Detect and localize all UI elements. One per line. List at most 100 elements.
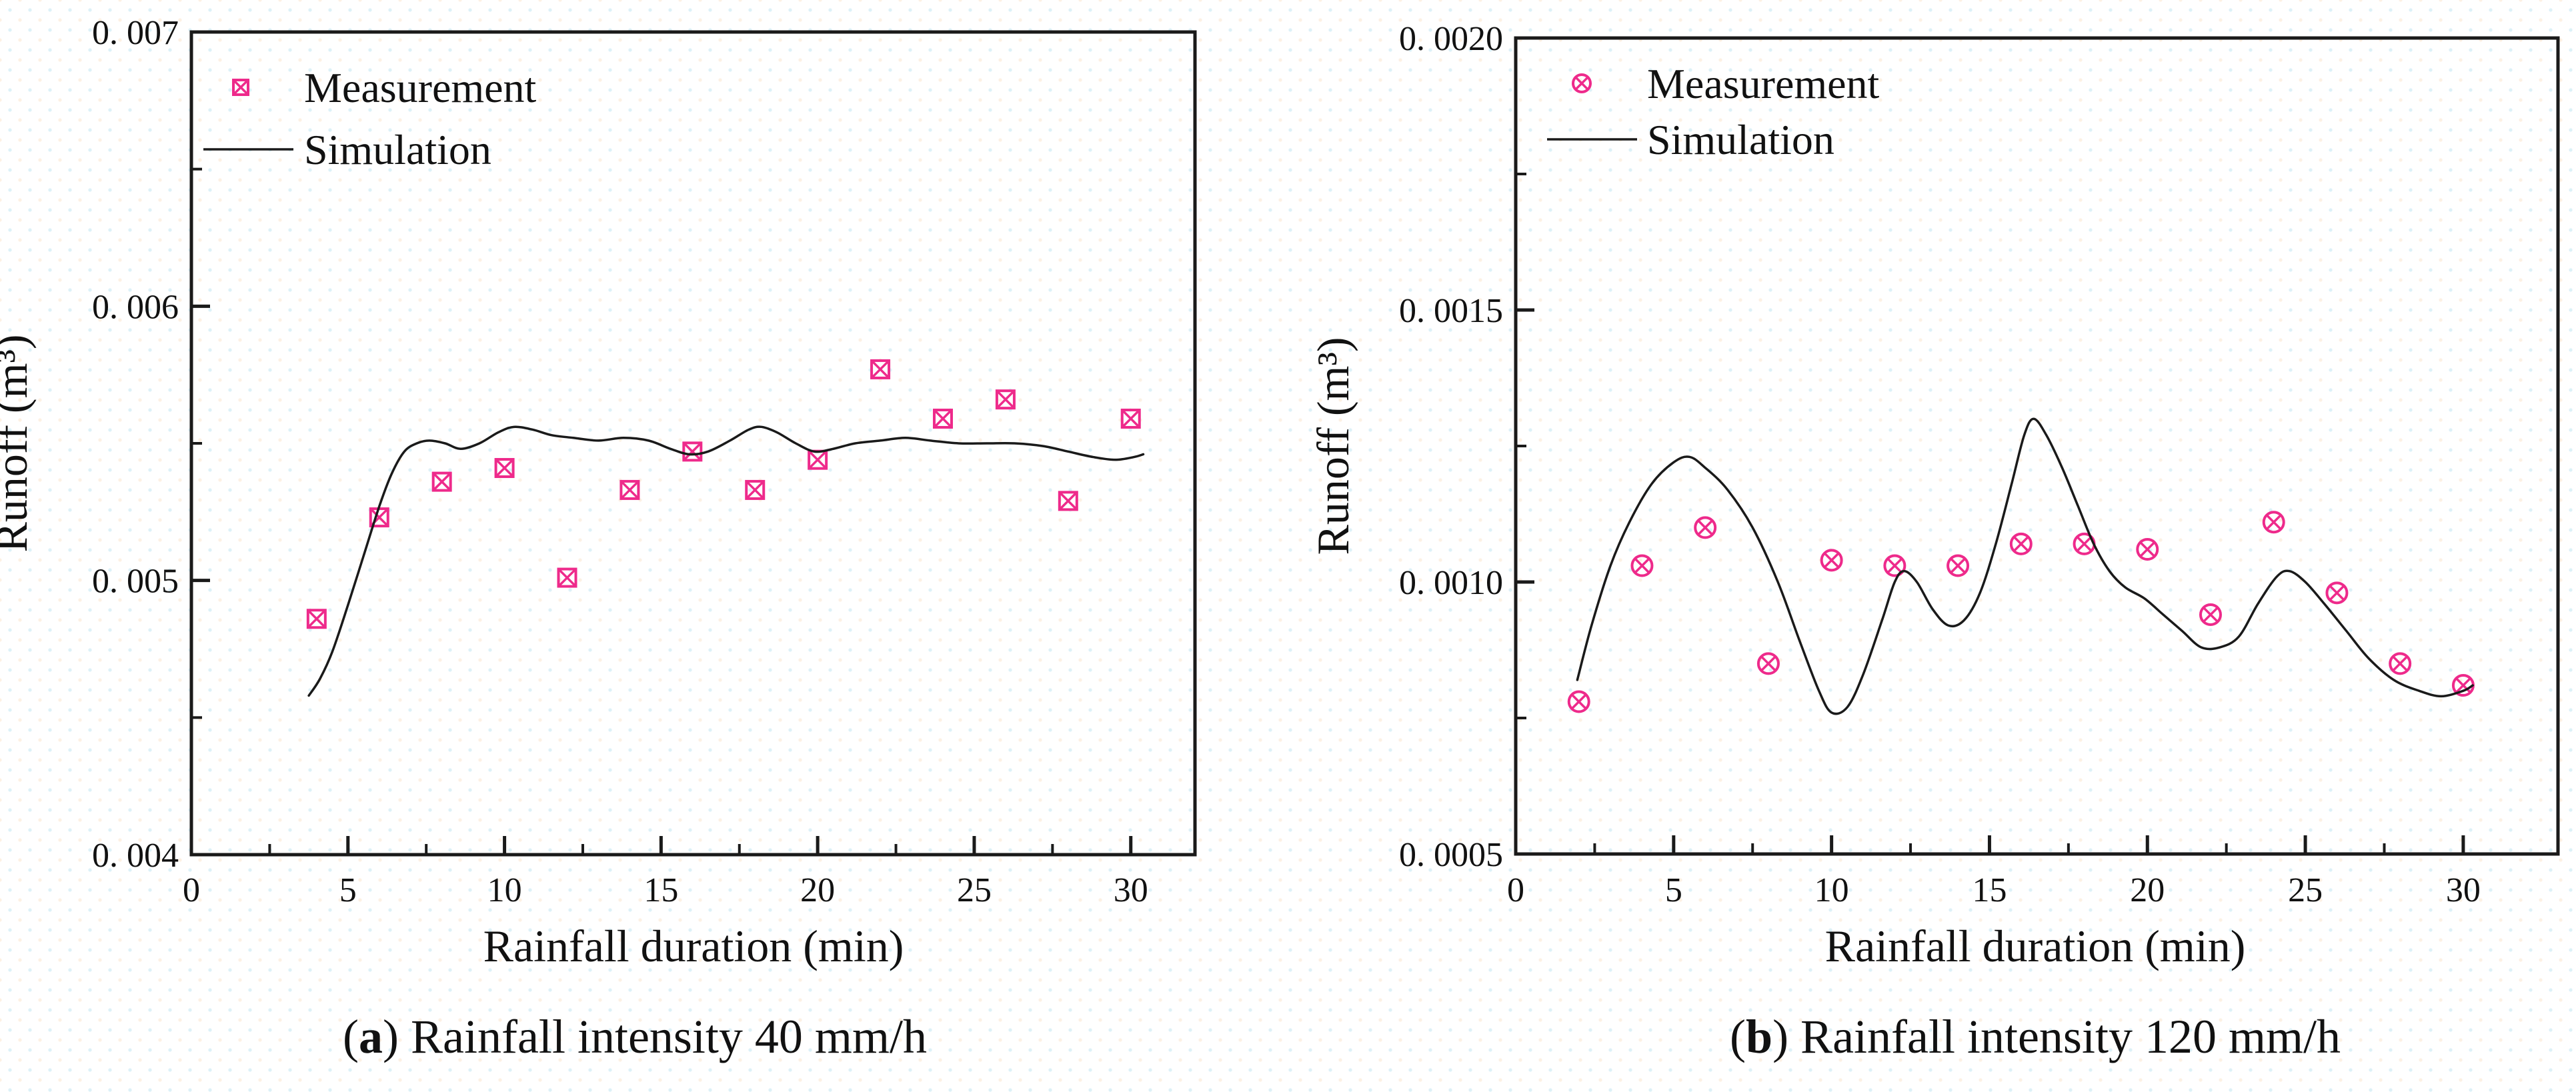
measurement-marker xyxy=(1947,554,1970,577)
measurement-marker-circle xyxy=(2325,581,2349,605)
y-tick-label: 0. 007 xyxy=(92,14,179,52)
measurement-marker-circle xyxy=(1820,549,1843,572)
charts-canvas: 0. 004 0. 005 0. 006 0. 007 0 5 10 15 20 25 30 Rain… xyxy=(0,14,2560,971)
measurement-marker xyxy=(557,567,577,588)
measurement-marker-box xyxy=(557,567,577,588)
x-tick-label: 0 xyxy=(1507,871,1524,909)
measurement-marker-diag2 xyxy=(1058,491,1078,511)
legend-measurement-marker-icon xyxy=(1572,73,1592,93)
legend-simulation-label-a: Simulation xyxy=(304,126,491,173)
measurement-marker-diag2 xyxy=(2455,677,2471,693)
measurement-marker-diag2 xyxy=(933,409,953,429)
y-tick-label: 0. 0015 xyxy=(1399,292,1503,330)
measurement-marker-diag2 xyxy=(1697,519,1714,536)
measurement-marker xyxy=(306,609,327,629)
x-tick-label: 20 xyxy=(2130,871,2165,909)
measurement-series-a xyxy=(306,359,1141,629)
y-tick-label: 0. 0005 xyxy=(1399,836,1503,874)
x-tick-label: 20 xyxy=(800,871,835,909)
measurement-marker xyxy=(2199,603,2222,626)
measurement-marker xyxy=(2262,511,2285,534)
measurement-marker-diag2 xyxy=(1886,557,1903,574)
measurement-marker xyxy=(619,479,640,500)
measurement-marker-diag2 xyxy=(1760,655,1776,672)
measurement-marker-diag2 xyxy=(2392,655,2409,672)
measurement-marker-box xyxy=(306,609,327,629)
caption-b-rest: ) Rainfall intensity 120 mm/h xyxy=(1772,1010,2341,1063)
y-tick-label: 0. 004 xyxy=(92,837,179,875)
measurement-marker xyxy=(1694,516,1717,539)
measurement-marker-diag2 xyxy=(620,480,639,500)
measurement-marker-box xyxy=(619,479,640,500)
measurement-marker-circle xyxy=(1756,652,1780,675)
x-tick-label: 25 xyxy=(957,871,992,909)
legend-measurement-label-a: Measurement xyxy=(304,64,537,111)
y-tick-label: 0. 0010 xyxy=(1399,564,1503,602)
measurement-marker xyxy=(431,471,452,492)
caption-b: (b) Rainfall intensity 120 mm/h xyxy=(1730,1008,2341,1065)
measurement-series-b xyxy=(1567,511,2475,713)
measurement-marker-diag2 xyxy=(307,609,327,629)
legend-simulation-label-b: Simulation xyxy=(1647,116,1834,163)
caption-b-open: ( xyxy=(1730,1010,1746,1063)
measurement-marker-box xyxy=(745,479,766,500)
measurement-marker xyxy=(1756,652,1780,675)
measurement-marker-diag2 xyxy=(996,389,1016,409)
measurement-marker-circle xyxy=(1694,516,1717,539)
measurement-marker-box xyxy=(932,408,953,429)
measurement-marker-diag2 xyxy=(808,450,828,469)
measurement-marker-diag2 xyxy=(2013,536,2029,552)
measurement-marker-circle xyxy=(2009,532,2033,555)
measurement-marker xyxy=(932,408,953,429)
x-tick-label: 0 xyxy=(183,871,200,909)
chart-panel-b: 0. 0005 0. 0010 0. 0015 0. 0020 0 5 10 15 20 25 30… xyxy=(1308,20,2560,971)
measurement-marker xyxy=(2009,532,2033,555)
measurement-marker-circle xyxy=(1883,554,1906,577)
x-tick-label: 15 xyxy=(1972,871,2007,909)
measurement-marker-diag2 xyxy=(557,568,577,587)
x-tick-label: 25 xyxy=(2288,871,2323,909)
measurement-marker-box xyxy=(431,471,452,492)
chart-panel-a: 0. 004 0. 005 0. 006 0. 007 0 5 10 15 20 25 30 Rain… xyxy=(0,14,1197,971)
measurement-marker-diag2 xyxy=(1634,557,1650,574)
measurement-marker-diag2 xyxy=(2139,541,2156,557)
measurement-marker xyxy=(808,449,828,470)
measurement-marker-diag2 xyxy=(2329,585,2345,601)
measurement-marker-circle xyxy=(2389,652,2412,675)
measurement-marker-diag2 xyxy=(495,458,514,478)
y-tick-label: 0. 006 xyxy=(92,288,179,326)
measurement-marker xyxy=(494,458,515,479)
measurement-marker xyxy=(995,389,1016,410)
measurement-marker-box xyxy=(1058,491,1078,511)
caption-b-letter: b xyxy=(1746,1010,1773,1063)
legend-measurement-marker-icon-diag2 xyxy=(1574,76,1589,91)
measurement-marker-diag2 xyxy=(2076,536,2093,552)
measurement-marker-circle xyxy=(1947,554,1970,577)
measurement-marker-diag2 xyxy=(1950,557,1966,574)
measurement-marker xyxy=(682,441,703,462)
measurement-marker xyxy=(870,359,891,379)
measurement-marker-circle xyxy=(1567,690,1590,713)
caption-a-letter: a xyxy=(359,1010,383,1063)
measurement-marker-circle xyxy=(1630,554,1654,577)
measurement-marker xyxy=(2389,652,2412,675)
y-axis-title-b: Runoff (m³) xyxy=(1308,337,1358,555)
measurement-marker-circle xyxy=(2262,511,2285,534)
simulation-line-a xyxy=(307,425,1145,697)
legend-measurement-marker-icon-circle xyxy=(1572,73,1592,93)
x-tick-label: 10 xyxy=(1814,871,1849,909)
measurement-marker xyxy=(1630,554,1654,577)
measurement-marker xyxy=(1883,554,1906,577)
y-tick-label: 0. 0020 xyxy=(1399,20,1503,58)
measurement-marker xyxy=(2325,581,2349,605)
x-tick-label: 15 xyxy=(643,871,678,909)
measurement-marker-box xyxy=(995,389,1016,410)
caption-a: (a) Rainfall intensity 40 mm/h xyxy=(343,1008,927,1065)
measurement-marker xyxy=(1058,491,1078,511)
legend-measurement-marker-icon-box xyxy=(232,79,249,96)
x-tick-label: 5 xyxy=(1665,871,1682,909)
x-tick-label: 30 xyxy=(2446,871,2481,909)
measurement-marker-diag2 xyxy=(2265,514,2282,531)
measurement-marker xyxy=(2136,538,2159,561)
y-tick-label: 0. 005 xyxy=(92,563,179,601)
